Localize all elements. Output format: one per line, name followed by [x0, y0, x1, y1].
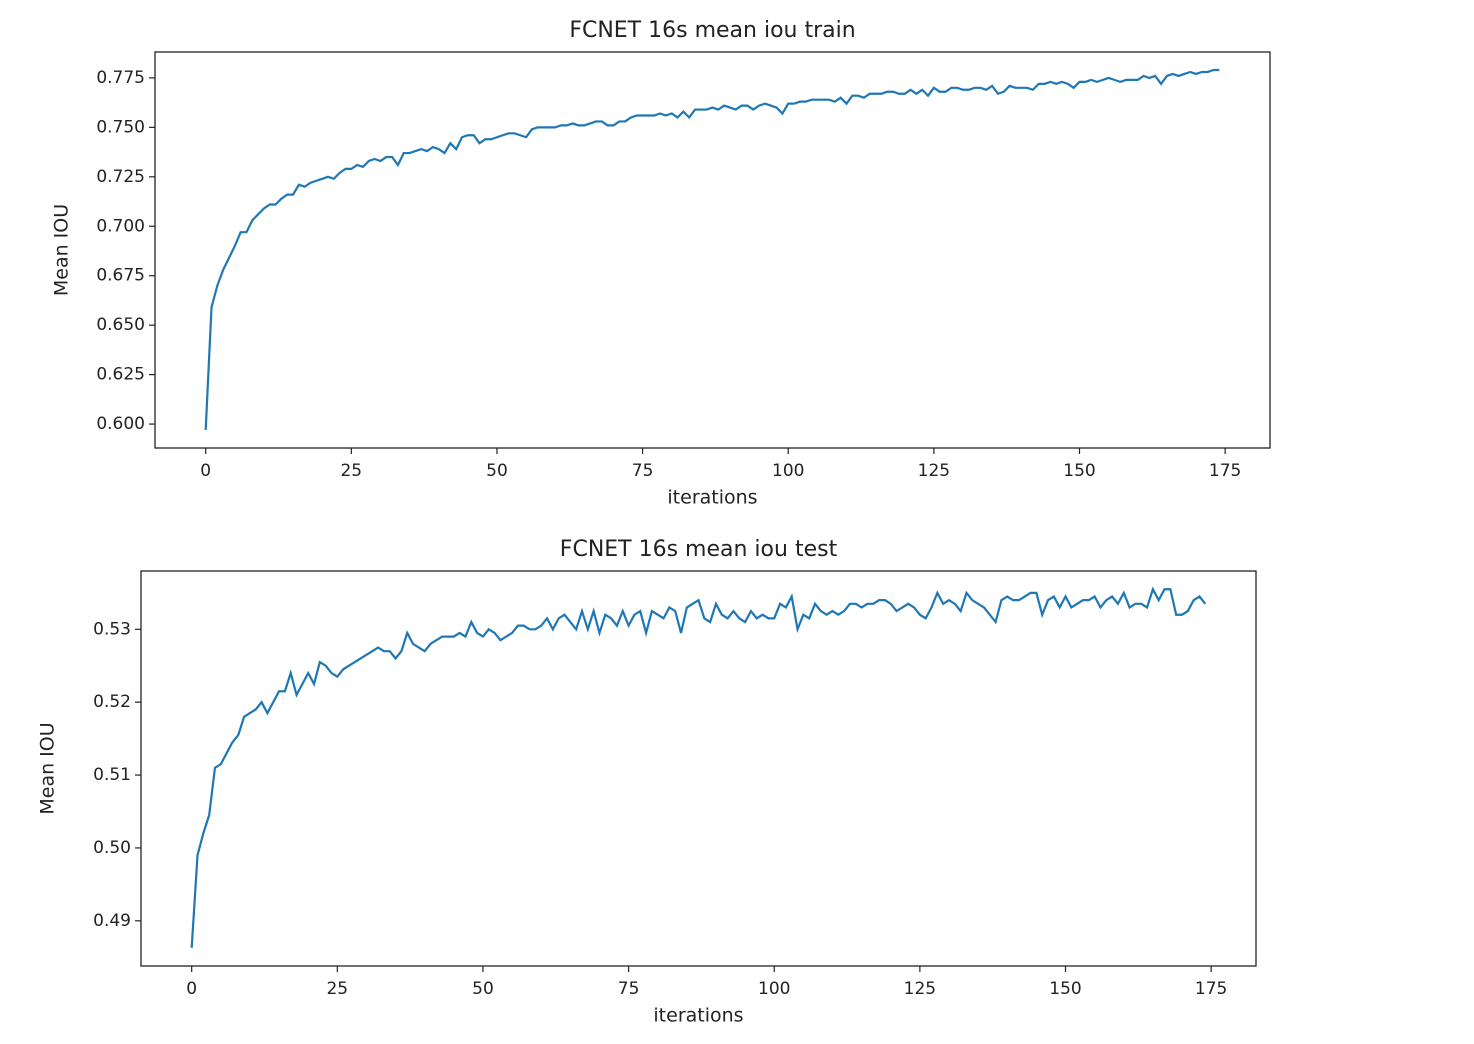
y-axis-label: Mean IOU — [37, 722, 59, 814]
x-tick-label: 75 — [632, 461, 654, 481]
x-tick-label: 100 — [758, 979, 790, 999]
y-axis-label: Mean IOU — [51, 204, 73, 296]
x-tick-label: 25 — [340, 461, 362, 481]
x-tick-label: 125 — [904, 979, 936, 999]
x-tick-label: 50 — [472, 979, 494, 999]
y-tick-label: 0.52 — [93, 692, 131, 712]
data-line — [204, 68, 1220, 431]
y-tick-label: 0.50 — [93, 838, 131, 858]
x-tick-label: 150 — [1063, 461, 1095, 481]
chart-title: FCNET 16s mean iou test — [560, 537, 838, 562]
y-tick-label: 0.625 — [96, 365, 145, 385]
y-tick-label: 0.750 — [96, 117, 145, 137]
y-tick-label: 0.51 — [93, 765, 131, 785]
plot-frame — [140, 570, 1257, 967]
x-tick-label: 125 — [918, 461, 950, 481]
plot-frame — [154, 51, 1271, 449]
x-tick-label: 100 — [772, 461, 804, 481]
data-line — [190, 586, 1207, 948]
x-tick-label: 175 — [1195, 979, 1227, 999]
x-axis-label: iterations — [667, 487, 757, 509]
y-tick-label: 0.675 — [96, 266, 145, 286]
y-tick-label: 0.700 — [96, 216, 145, 236]
y-tick-label: 0.53 — [93, 619, 131, 639]
y-tick-label: 0.600 — [96, 414, 145, 434]
y-tick-label: 0.775 — [96, 68, 145, 88]
x-tick-label: 175 — [1209, 461, 1241, 481]
x-tick-label: 25 — [326, 979, 348, 999]
y-tick-label: 0.650 — [96, 315, 145, 335]
x-axis-label: iterations — [653, 1005, 743, 1027]
x-tick-label: 50 — [486, 461, 508, 481]
x-tick-label: 0 — [200, 461, 211, 481]
y-tick-label: 0.49 — [93, 911, 131, 931]
x-tick-label: 75 — [618, 979, 640, 999]
chart-title: FCNET 16s mean iou train — [569, 18, 855, 43]
x-tick-label: 150 — [1049, 979, 1081, 999]
y-tick-label: 0.725 — [96, 167, 145, 187]
x-tick-label: 0 — [186, 979, 197, 999]
